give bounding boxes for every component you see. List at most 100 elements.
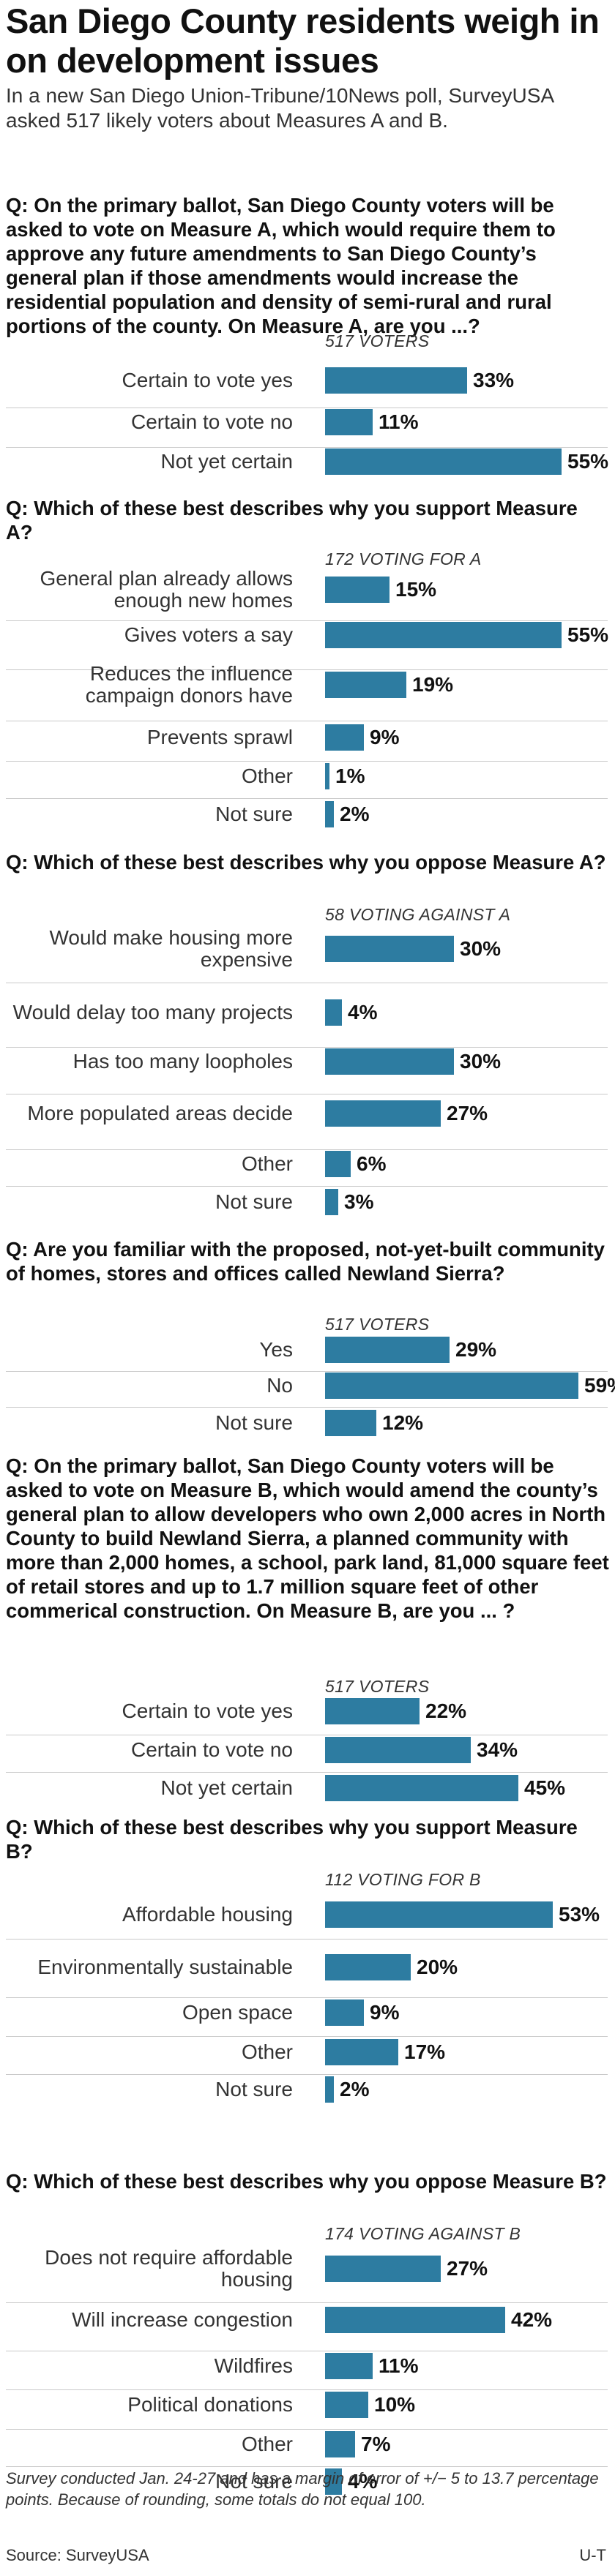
value-label: 6% — [357, 1152, 387, 1175]
bar-certain-to-vote-no — [325, 409, 373, 435]
value-label: 15% — [395, 578, 437, 601]
value-label: 10% — [374, 2393, 416, 2416]
bar-certain-to-vote-no — [325, 1737, 471, 1763]
category-label: Gives voters a say — [124, 623, 293, 646]
question-text: Q: Are you familiar with the proposed, n… — [6, 1238, 605, 1285]
value-label: 30% — [460, 937, 502, 960]
value-label: 22% — [425, 1700, 467, 1722]
bar-no — [325, 1373, 578, 1399]
value-label: 53% — [559, 1903, 600, 1926]
value-label: 17% — [404, 2040, 446, 2063]
bar-environmentally-sustainable — [325, 1954, 411, 1980]
category-label: Reduces the influence campaign donors ha… — [85, 662, 293, 707]
value-label: 27% — [447, 2257, 488, 2280]
value-label: 20% — [417, 1956, 458, 1978]
question-text: Q: On the primary ballot, San Diego Coun… — [6, 194, 556, 337]
category-label: Does not require affordable housing — [45, 2246, 293, 2291]
category-label: Other — [241, 2040, 293, 2063]
row-divider — [6, 2074, 608, 2075]
category-label: Wildfires — [214, 2354, 293, 2377]
category-label: No — [266, 1374, 293, 1397]
bar-political-donations — [325, 2392, 368, 2418]
bar-more-populated-areas-decide — [325, 1100, 441, 1127]
category-label: Not sure — [215, 2078, 293, 2100]
value-label: 27% — [447, 1102, 488, 1124]
bar-gives-voters-a-say — [325, 622, 562, 648]
value-label: 9% — [370, 2001, 400, 2024]
value-label: 11% — [379, 2354, 419, 2377]
category-label: General plan already allows enough new h… — [40, 567, 293, 612]
bar-other — [325, 1151, 351, 1177]
row-divider — [6, 1371, 608, 1372]
respondent-base: 517 VOTERS — [325, 1677, 430, 1696]
bar-not-sure — [325, 801, 334, 827]
row-divider — [6, 1772, 608, 1773]
bar-not-sure — [325, 2468, 342, 2495]
value-label: 2% — [340, 2078, 370, 2100]
bar-general-plan-already-allows-enough-new-homes — [325, 577, 390, 603]
bar-not-sure — [325, 1189, 338, 1215]
value-label: 12% — [382, 1411, 424, 1434]
value-label: 59% — [584, 1374, 615, 1397]
bar-will-increase-congestion — [325, 2307, 505, 2333]
category-label: Certain to vote yes — [122, 1700, 293, 1722]
value-label: 4% — [348, 1001, 378, 1024]
value-label: 1% — [335, 765, 365, 787]
credit-line: U-T — [579, 2546, 606, 2564]
bar-yes — [325, 1337, 450, 1363]
bar-prevents-sprawl — [325, 724, 364, 751]
value-label: 29% — [455, 1338, 497, 1361]
category-label: Yes — [259, 1338, 293, 1361]
respondent-base: 517 VOTERS — [325, 1315, 430, 1334]
category-label: Other — [241, 765, 293, 787]
category-label: Prevents sprawl — [146, 726, 293, 748]
value-label: 42% — [511, 2308, 553, 2331]
row-divider — [6, 1186, 608, 1187]
row-divider — [6, 2389, 608, 2390]
value-label: 7% — [361, 2433, 391, 2455]
category-label: Not sure — [215, 803, 293, 825]
bar-would-delay-too-many-projects — [325, 999, 342, 1026]
value-label: 33% — [473, 369, 515, 391]
intro-text: In a new San Diego Union-Tribune/10News … — [6, 84, 554, 132]
category-label: Affordable housing — [122, 1903, 293, 1926]
category-label: Would delay too many projects — [12, 1001, 293, 1024]
category-label: Not yet certain — [160, 450, 293, 473]
value-label: 45% — [524, 1776, 566, 1799]
category-label: Certain to vote yes — [122, 369, 293, 391]
footnote: Survey conducted Jan. 24-27 and has a ma… — [6, 2469, 599, 2509]
category-label: Other — [241, 2433, 293, 2455]
row-divider — [6, 620, 608, 621]
value-label: 9% — [370, 726, 400, 748]
bar-wildfires — [325, 2353, 373, 2379]
value-label: 55% — [567, 450, 609, 473]
bar-certain-to-vote-yes — [325, 1698, 420, 1724]
question-text: Q: Which of these best describes why you… — [6, 2170, 607, 2193]
category-label: Will increase congestion — [72, 2308, 293, 2331]
category-label: Environmentally sustainable — [37, 1956, 293, 1978]
value-label: 34% — [477, 1738, 518, 1761]
row-divider — [6, 798, 608, 799]
value-label: 30% — [460, 1050, 502, 1073]
row-divider — [6, 1047, 608, 1048]
category-label: Not sure — [215, 1190, 293, 1213]
row-divider — [6, 2429, 608, 2430]
question-text: Q: On the primary ballot, San Diego Coun… — [6, 1454, 609, 1622]
category-label: Would make housing more expensive — [49, 926, 293, 971]
category-label: Has too many loopholes — [72, 1050, 293, 1073]
respondent-base: 517 VOTERS — [325, 331, 430, 350]
value-label: 55% — [567, 623, 609, 646]
category-label: Not sure — [215, 1411, 293, 1434]
respondent-base: 174 VOTING AGAINST B — [325, 2224, 521, 2243]
row-divider — [6, 1407, 608, 1408]
respondent-base: 172 VOTING FOR A — [325, 549, 482, 568]
bar-would-make-housing-more-expensive — [325, 936, 454, 962]
row-divider — [6, 761, 608, 762]
bar-open-space — [325, 1999, 364, 2026]
row-divider — [6, 1149, 608, 1150]
value-label: 19% — [412, 673, 454, 696]
category-label: Political donations — [127, 2393, 293, 2416]
bar-affordable-housing — [325, 1901, 553, 1928]
bar-not-sure — [325, 1410, 376, 1436]
